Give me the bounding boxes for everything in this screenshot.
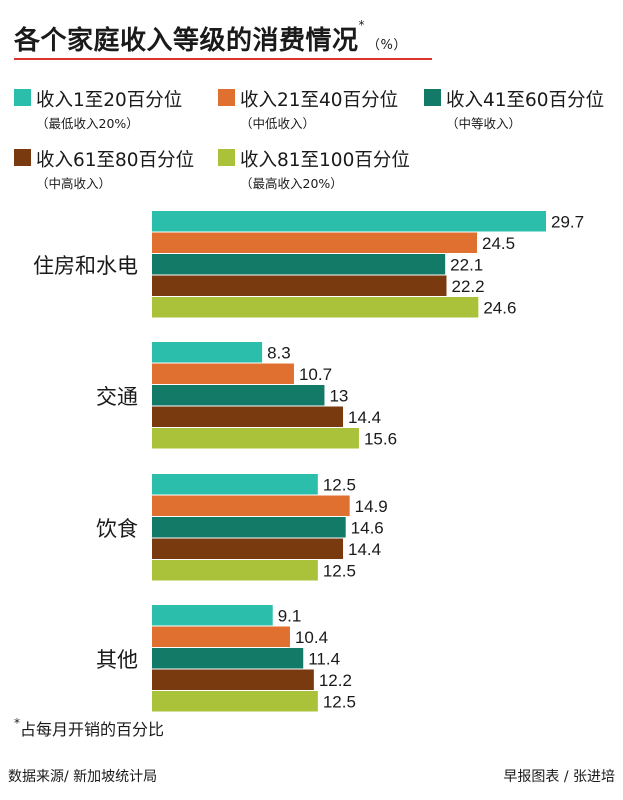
bar — [152, 211, 546, 232]
unit-label: （%） — [367, 38, 407, 53]
category-label: 其他 — [96, 648, 138, 672]
bar — [152, 254, 446, 275]
value-label: 14.4 — [348, 540, 381, 559]
bar — [152, 297, 479, 318]
category-label: 交通 — [96, 385, 138, 409]
bar — [152, 474, 318, 495]
bar — [152, 428, 359, 449]
value-label: 12.5 — [323, 561, 356, 580]
value-label: 10.7 — [299, 365, 332, 384]
value-label: 29.7 — [551, 212, 584, 231]
source-text: 数据来源/ 新加坡统计局 — [8, 769, 158, 785]
value-label: 10.4 — [295, 628, 328, 647]
legend-label-1: 收入1至20百分位 — [36, 90, 183, 111]
bar — [152, 560, 318, 581]
bar — [152, 406, 344, 427]
legend-sub-1: （最低收入20%） — [36, 116, 139, 131]
value-label: 22.2 — [452, 277, 485, 296]
title-underline — [14, 58, 432, 60]
category-label: 住房和水电 — [33, 254, 138, 278]
bar — [152, 517, 346, 538]
value-label: 11.4 — [308, 649, 340, 668]
footnote-text: 占每月开销的百分比 — [20, 720, 165, 739]
legend-swatch-5 — [218, 149, 235, 166]
bar — [152, 626, 290, 647]
value-label: 24.5 — [482, 234, 515, 253]
value-label: 22.1 — [450, 255, 483, 274]
bar — [152, 363, 294, 384]
bar — [152, 605, 273, 626]
legend-swatch-2 — [218, 89, 235, 106]
legend-swatch-3 — [424, 89, 441, 106]
value-label: 12.2 — [319, 671, 352, 690]
value-label: 13 — [329, 386, 348, 405]
bar — [152, 495, 350, 516]
legend-sub-5: （最高收入20%） — [240, 176, 343, 191]
bar — [152, 275, 447, 296]
bar — [152, 232, 478, 253]
title-footnote-mark: * — [358, 18, 366, 32]
bar — [152, 385, 325, 406]
value-label: 12.5 — [323, 692, 356, 711]
value-label: 14.4 — [348, 408, 381, 427]
legend-sub-2: （中低收入） — [240, 116, 316, 131]
legend-label-4: 收入61至80百分位 — [36, 150, 195, 171]
value-label: 14.6 — [351, 518, 384, 537]
legend-label-2: 收入21至40百分位 — [240, 90, 399, 111]
legend-label-5: 收入81至100百分位 — [240, 150, 410, 171]
legend-swatch-1 — [14, 89, 31, 106]
bar — [152, 691, 318, 712]
footnote: *占每月开销的百分比 — [14, 716, 164, 740]
bar — [152, 538, 344, 559]
legend-sub-3: （中等收入） — [446, 116, 522, 131]
footnote-mark: * — [14, 716, 20, 730]
legend-swatch-4 — [14, 149, 31, 166]
credit-text: 早报图表 / 张进培 — [503, 769, 615, 785]
value-label: 9.1 — [278, 606, 302, 625]
chart-title: 各个家庭收入等级的消费情况*（%） — [14, 18, 407, 57]
value-label: 14.9 — [355, 497, 388, 516]
value-label: 15.6 — [364, 429, 397, 448]
category-label: 饮食 — [96, 517, 138, 541]
legend-label-3: 收入41至60百分位 — [446, 90, 605, 111]
bar — [152, 669, 314, 690]
value-label: 12.5 — [323, 475, 356, 494]
bar — [152, 648, 304, 669]
value-label: 8.3 — [267, 343, 291, 362]
bar — [152, 342, 263, 363]
legend-sub-4: （中高收入） — [36, 176, 112, 191]
chart-title-text: 各个家庭收入等级的消费情况 — [14, 26, 359, 56]
value-label: 24.6 — [483, 298, 516, 317]
